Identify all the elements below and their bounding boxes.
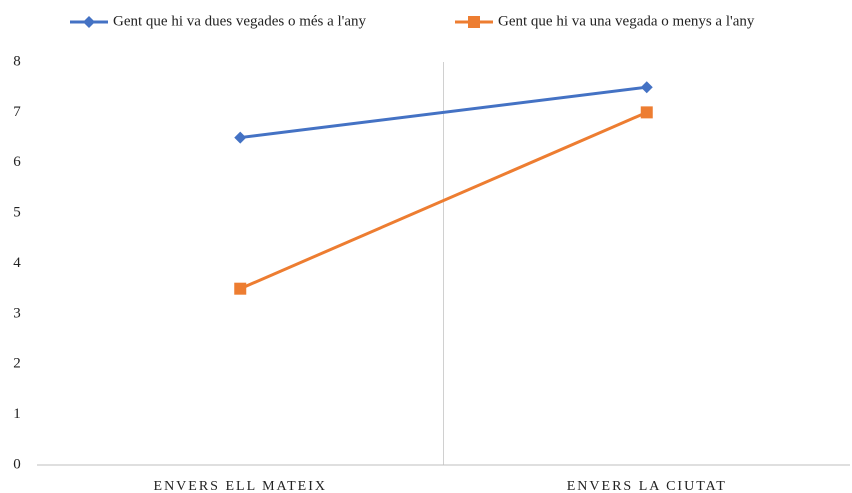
marker bbox=[640, 106, 653, 119]
x-tick-label: ENVERS LA CIUTAT bbox=[567, 479, 727, 493]
y-tick-label: 6 bbox=[13, 154, 21, 170]
series-line bbox=[239, 110, 648, 291]
marker bbox=[83, 16, 95, 28]
y-tick-label: 3 bbox=[13, 305, 21, 321]
y-tick-label: 0 bbox=[13, 456, 21, 472]
y-tick-label: 1 bbox=[13, 406, 21, 422]
series-line bbox=[240, 85, 647, 140]
marker bbox=[468, 16, 480, 28]
marker bbox=[640, 81, 653, 94]
legend-label: Gent que hi va una vegada o menys a l'an… bbox=[498, 13, 755, 29]
y-tick-label: 5 bbox=[13, 205, 21, 221]
y-tick-label: 7 bbox=[13, 104, 21, 120]
legend-label: Gent que hi va dues vegades o més a l'an… bbox=[113, 13, 367, 29]
marker bbox=[234, 282, 247, 295]
y-tick-label: 4 bbox=[13, 255, 21, 271]
y-tick-label: 8 bbox=[13, 53, 21, 69]
y-tick-label: 2 bbox=[13, 356, 21, 372]
x-tick-label: ENVERS ELL MATEIX bbox=[154, 479, 327, 493]
marker bbox=[234, 131, 247, 144]
